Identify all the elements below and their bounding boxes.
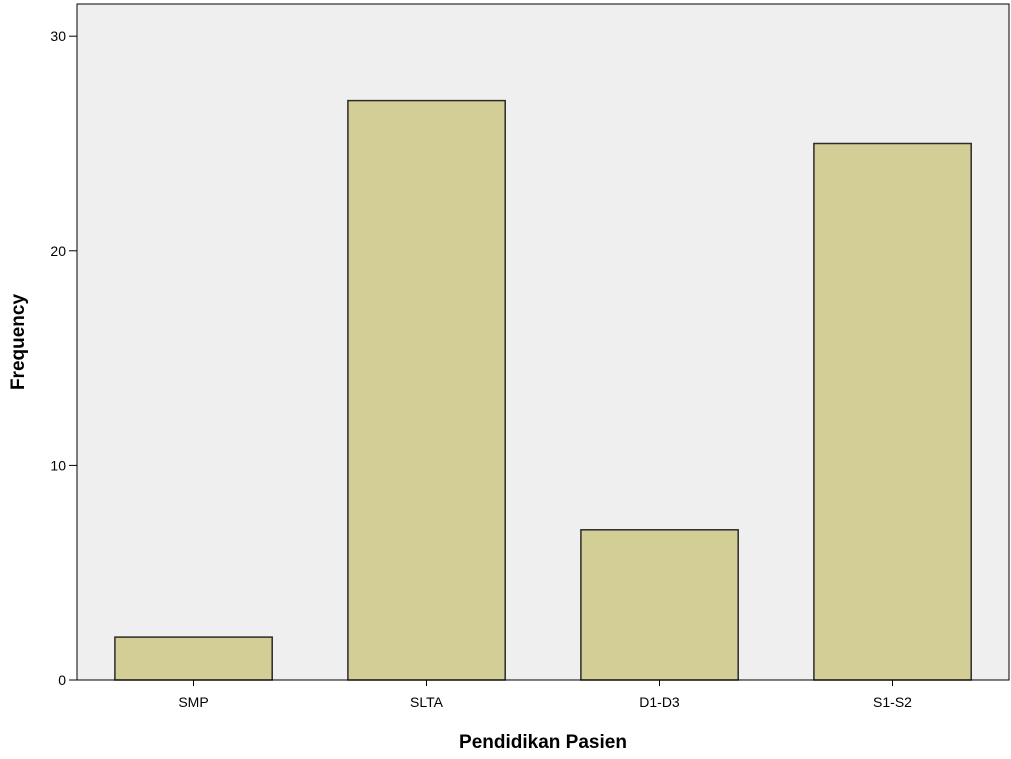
x-tick-label: SLTA <box>410 694 444 710</box>
y-tick-label: 30 <box>50 28 66 44</box>
y-axis-title: Frequency <box>8 294 29 391</box>
y-axis: 0 10 20 30 <box>50 4 78 688</box>
bar-slta <box>347 99 506 681</box>
x-axis: SMP SLTA D1-D3 S1-S2 <box>77 679 1009 710</box>
x-tick-label: SMP <box>178 694 208 710</box>
y-tick-label: 0 <box>58 672 66 688</box>
x-tick-label: D1-D3 <box>639 694 680 710</box>
y-tick-label: 20 <box>50 243 66 259</box>
x-axis-title: Pendidikan Pasien <box>459 732 627 753</box>
bar-smp <box>114 636 273 681</box>
bar-s1-s2 <box>813 142 972 681</box>
x-tick-label: S1-S2 <box>873 694 912 710</box>
bar-d1-d3 <box>580 529 739 681</box>
bars-layer <box>114 99 972 681</box>
y-tick-label: 10 <box>50 457 66 473</box>
